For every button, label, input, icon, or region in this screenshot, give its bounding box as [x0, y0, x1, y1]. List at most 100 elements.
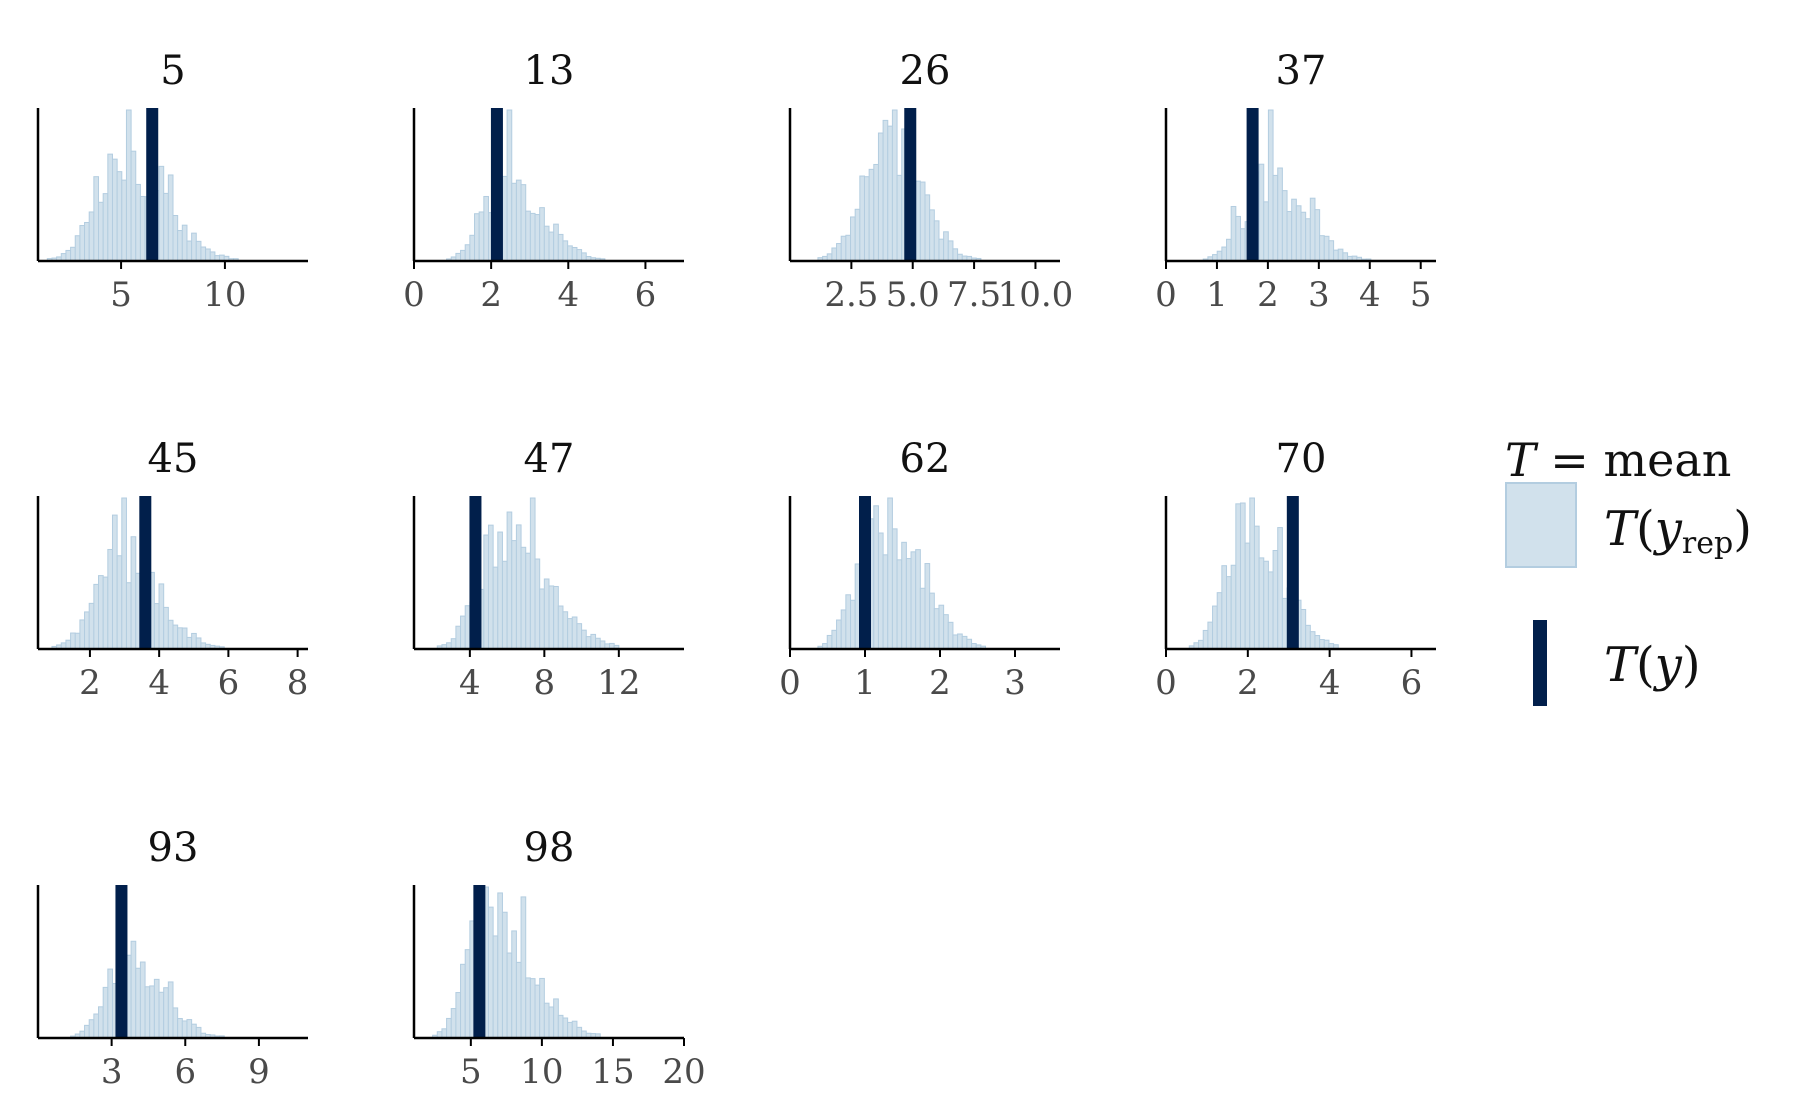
yrep-bin [1216, 592, 1223, 650]
facet-panel-70: 0 2 4 6 70 [1155, 436, 1436, 703]
yrep-bin [130, 940, 137, 1039]
yrep-bin [98, 1006, 104, 1039]
yrep-bin [107, 153, 113, 262]
x-tick-label: 8 [287, 663, 309, 703]
yrep-bin [1267, 109, 1274, 262]
yrep-bin [195, 1026, 202, 1039]
yrep-bin [539, 977, 545, 1039]
yrep-bin [567, 1021, 573, 1039]
yrep-bin [952, 248, 959, 262]
yrep-bin [929, 592, 935, 650]
yrep-bin [70, 632, 76, 650]
yrep-bin [525, 210, 531, 262]
yrep-bin [1277, 167, 1283, 262]
yrep-bin [863, 176, 870, 262]
x-tick-label: 4 [557, 275, 579, 315]
yrep-bin [919, 587, 926, 650]
facet-title: 45 [148, 436, 199, 482]
yrep-bin [840, 609, 847, 650]
yrep-bin [585, 636, 592, 650]
yrep-bin [1337, 248, 1344, 262]
x-tick-label: 5 [460, 1052, 482, 1092]
yrep-bin [520, 896, 527, 1039]
yrep-bin [107, 548, 113, 650]
yrep-bin [882, 119, 889, 262]
yrep-bin [1258, 163, 1265, 262]
yrep-bin [195, 240, 202, 262]
facet-title: 93 [148, 825, 199, 871]
yrep-bin [924, 194, 931, 262]
yrep-bin [506, 511, 513, 650]
yrep-bin [474, 213, 480, 262]
x-tick-label: 4 [1319, 663, 1341, 703]
yrep-bin [98, 201, 104, 262]
yrep-bin [1230, 205, 1237, 262]
yrep-bin [581, 629, 587, 650]
yrep-bin [1258, 557, 1265, 650]
legend-title: T = mean [1505, 433, 1731, 487]
yrep-bin [938, 238, 945, 262]
x-tick-label: 0 [403, 275, 425, 315]
yrep-bin [576, 623, 583, 650]
yrep-bin [1249, 497, 1255, 650]
yrep-bin [130, 150, 137, 262]
yrep-bin [943, 231, 949, 262]
yrep-bin [515, 179, 522, 262]
yrep-bin [534, 558, 541, 650]
yrep-bin [557, 233, 564, 262]
yrep-bin [1272, 174, 1279, 262]
yrep-bin [896, 559, 903, 650]
x-tick-label: 1 [1206, 275, 1228, 315]
yrep-bin [539, 207, 545, 262]
yrep-bin [1207, 621, 1214, 650]
yrep-bin [93, 1013, 100, 1039]
facet-title: 70 [1276, 436, 1327, 482]
yrep-bin [144, 986, 151, 1039]
yrep-bin [177, 230, 183, 262]
yrep-bin [1333, 249, 1339, 262]
yrep-bin [455, 992, 462, 1039]
yrep-bin [515, 961, 522, 1039]
yrep-bin [200, 246, 207, 262]
x-tick-label: 3 [101, 1052, 123, 1092]
yrep-bin [1263, 201, 1269, 262]
yrep-bin [1319, 639, 1325, 650]
yrep-bin [1314, 209, 1321, 262]
yrep-bin [520, 546, 527, 650]
yrep-bin [961, 635, 968, 650]
yrep-bin [209, 251, 216, 262]
yrep-bin [539, 588, 545, 650]
yrep-bin [149, 985, 155, 1039]
yrep-bin [1295, 205, 1302, 262]
facet-panel-45: 2 4 6 8 45 [36, 436, 309, 703]
yrep-bin [1198, 639, 1204, 650]
yrep-bin [529, 978, 536, 1039]
facet-title: 62 [900, 436, 951, 482]
yrep-bin [1244, 542, 1251, 650]
yrep-bin [571, 1020, 578, 1039]
facet-panel-62: 0 1 2 3 62 [779, 436, 1060, 703]
yrep-bin [548, 585, 555, 650]
x-tick-label: 2 [929, 663, 951, 703]
x-tick-label: 9 [248, 1052, 270, 1092]
x-tick-label: 5.0 [886, 275, 940, 315]
yrep-bin [590, 633, 597, 650]
yrep-bin [181, 1020, 188, 1039]
yrep-bin [529, 212, 536, 262]
yrep-bin [915, 180, 921, 262]
yrep-bin [107, 968, 113, 1039]
facet-title: 13 [524, 48, 575, 94]
observed-stat-line [146, 108, 159, 261]
observed-stat-line [904, 108, 917, 261]
yrep-bin [93, 583, 100, 650]
facet-panel-37: 0 1 2 3 4 5 37 [1155, 48, 1436, 315]
yrep-bin [1212, 605, 1218, 650]
yrep-bin [1253, 525, 1260, 650]
observed-stat-line [139, 496, 152, 649]
yrep-bin [859, 175, 865, 262]
yrep-bin [553, 998, 559, 1039]
yrep-bin [553, 585, 559, 650]
yrep-bin [1235, 503, 1241, 650]
yrep-bin [88, 602, 95, 650]
x-tick-label: 5 [110, 275, 132, 315]
